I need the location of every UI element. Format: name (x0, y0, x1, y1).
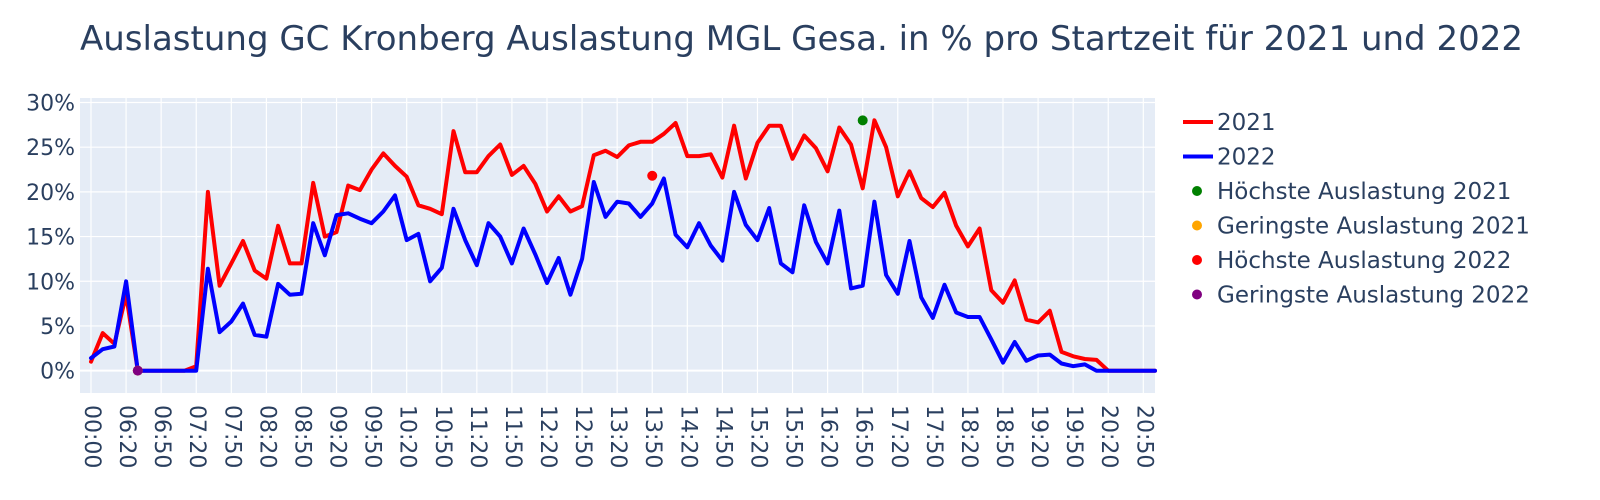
x-tick-label: 13:50 (640, 405, 665, 468)
series-lines (89, 118, 1157, 373)
x-tick-label: 19:20 (1026, 405, 1051, 468)
chart-title: Auslastung GC Kronberg Auslastung MGL Ge… (80, 19, 1523, 59)
x-tick-label: 10:50 (430, 405, 455, 468)
legend-label[interactable]: Geringste Auslastung 2021 (1217, 214, 1530, 240)
x-tick-label: 07:50 (219, 405, 244, 468)
legend-swatch-dot[interactable] (1192, 220, 1202, 231)
x-tick-label: 14:50 (710, 405, 735, 468)
legend-swatch-dot[interactable] (1192, 289, 1202, 300)
x-tick-label: 18:20 (956, 405, 981, 468)
x-tick-label: 06:20 (114, 405, 139, 468)
x-tick-label: 00:00 (79, 405, 104, 468)
x-tick-label: 09:50 (360, 405, 385, 468)
x-axis-ticks: 00:00 06:20 06:50 07:20 07:50 08:20 08:50 09:20… (79, 405, 1156, 468)
x-tick-label: 11:20 (465, 405, 490, 468)
x-tick-label: 06:50 (149, 405, 174, 468)
x-tick-label: 12:20 (535, 405, 560, 468)
legend-label[interactable]: 2021 (1217, 110, 1276, 136)
x-tick-label: 07:20 (184, 405, 209, 468)
series-line-2022 (89, 176, 1157, 373)
x-tick-label: 16:50 (851, 405, 876, 468)
y-tick-label: 30% (26, 91, 75, 116)
x-tick-label: 12:50 (570, 405, 595, 468)
y-tick-label: 5% (40, 315, 75, 340)
legend-label[interactable]: 2022 (1217, 145, 1276, 171)
legend[interactable]: 2021 2022 Höchste Auslastung 2021 Geringste… (1183, 110, 1530, 309)
x-tick-label: 20:20 (1096, 405, 1121, 468)
x-tick-label: 09:20 (325, 405, 350, 468)
marker-point-3 (132, 365, 143, 376)
legend-label[interactable]: Höchste Auslastung 2021 (1217, 179, 1511, 205)
y-tick-label: 25% (26, 136, 75, 161)
marker-point-0 (857, 115, 868, 126)
y-axis-ticks: 0% 5% 10% 15% 20% 25% 30% (26, 91, 75, 384)
y-tick-label: 20% (26, 181, 75, 206)
x-tick-label: 20:50 (1131, 405, 1156, 468)
x-tick-label: 17:50 (921, 405, 946, 468)
legend-swatch-dot[interactable] (1192, 255, 1202, 265)
x-tick-label: 08:20 (254, 405, 279, 468)
x-tick-label: 11:50 (500, 405, 525, 468)
y-tick-label: 10% (26, 270, 75, 295)
y-tick-label: 0% (40, 360, 75, 385)
y-tick-label: 15% (26, 226, 75, 251)
x-tick-label: 16:20 (816, 405, 841, 468)
x-tick-label: 15:50 (781, 405, 806, 468)
legend-swatch-dot[interactable] (1192, 186, 1202, 196)
legend-label[interactable]: Geringste Auslastung 2022 (1217, 283, 1530, 309)
x-tick-label: 19:50 (1061, 405, 1086, 468)
x-tick-label: 17:20 (886, 405, 911, 468)
x-tick-label: 10:20 (395, 405, 420, 468)
x-tick-label: 14:20 (675, 405, 700, 468)
highlight-markers (132, 115, 868, 376)
legend-label[interactable]: Höchste Auslastung 2022 (1217, 248, 1511, 274)
series-line-2021 (89, 118, 1157, 373)
x-tick-label: 08:50 (289, 405, 314, 468)
marker-point-2 (647, 170, 658, 181)
x-tick-label: 13:20 (605, 405, 630, 468)
x-tick-label: 18:50 (991, 405, 1016, 468)
x-tick-label: 15:20 (745, 405, 770, 468)
